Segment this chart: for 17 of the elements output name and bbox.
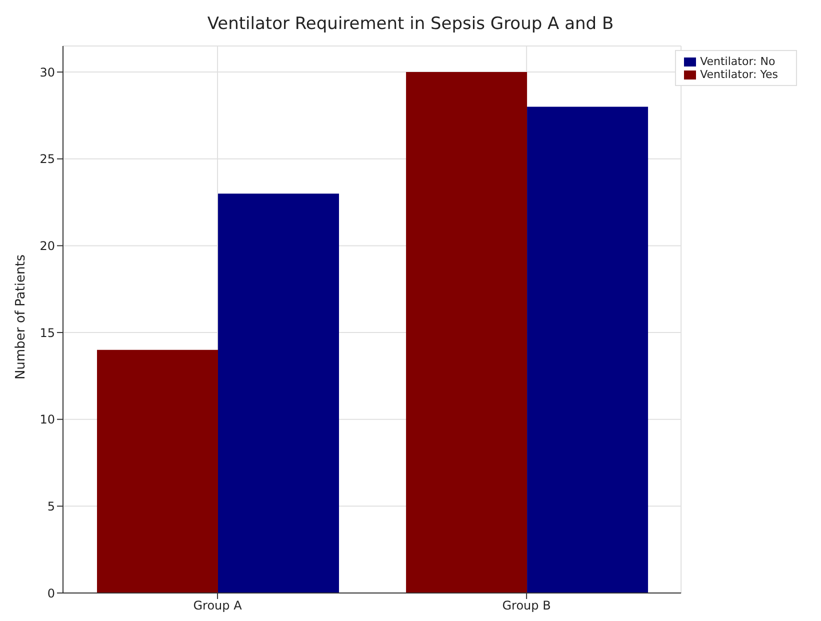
bar <box>527 106 648 593</box>
y-tick-label: 25 <box>40 152 55 166</box>
y-tick-label: 0 <box>47 586 55 600</box>
bar <box>96 350 218 593</box>
bar <box>218 194 339 593</box>
y-tick-label: 10 <box>40 412 55 427</box>
y-axis-title: Number of Patients <box>14 254 29 380</box>
y-tick-label: 5 <box>47 499 55 514</box>
y-tick-label: 20 <box>40 238 55 253</box>
legend-label: Ventilator: No <box>700 55 776 68</box>
x-tick-label: Group A <box>193 598 243 613</box>
chart-title: Ventilator Requirement in Sepsis Group A and B <box>206 13 615 36</box>
y-tick-label: 15 <box>40 326 55 340</box>
bar <box>406 72 528 593</box>
y-tick-label: 30 <box>40 65 55 80</box>
legend-label: Ventilator: Yes <box>700 68 778 81</box>
x-tick-label: Group B <box>502 598 551 613</box>
